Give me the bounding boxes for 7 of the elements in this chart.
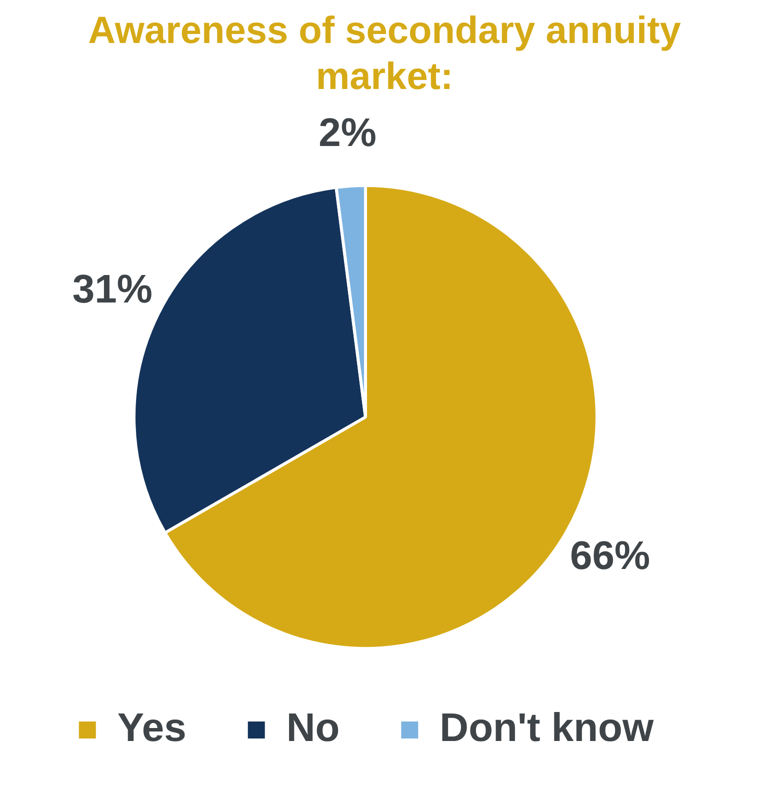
legend-label: Don't know — [440, 706, 654, 750]
data-label: 66% — [570, 534, 650, 578]
legend-label: No — [286, 706, 340, 750]
legend-label: Yes — [117, 706, 186, 750]
data-label: 31% — [72, 268, 152, 312]
chart-title: Awareness of secondary annuity market: — [87, 9, 682, 100]
data-label: 2% — [318, 111, 376, 156]
